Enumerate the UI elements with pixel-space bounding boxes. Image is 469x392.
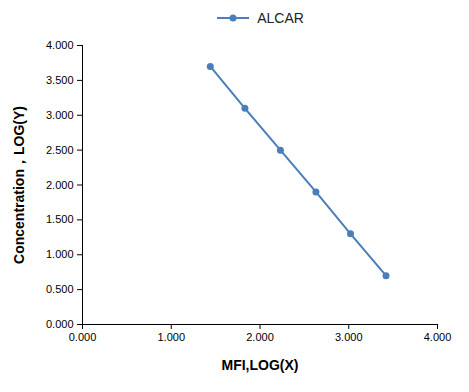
svg-text:Concentration，LOG(Y): Concentration，LOG(Y) xyxy=(11,106,27,264)
svg-text:2.500: 2.500 xyxy=(46,144,74,156)
svg-text:2.000: 2.000 xyxy=(246,331,274,343)
svg-text:1.500: 1.500 xyxy=(46,213,74,225)
svg-text:0.500: 0.500 xyxy=(46,283,74,295)
html-text:ALCAR: ALCAR xyxy=(257,9,304,26)
svg-text:0.000: 0.000 xyxy=(69,331,97,343)
svg-text:4.000: 4.000 xyxy=(424,331,452,343)
svg-text:2.000: 2.000 xyxy=(46,179,74,191)
svg-text:MFI,LOG(X): MFI,LOG(X) xyxy=(222,357,299,373)
svg-text:4.000: 4.000 xyxy=(46,39,74,51)
svg-text:1.000: 1.000 xyxy=(157,331,185,343)
svg-text:1.000: 1.000 xyxy=(46,248,74,260)
svg-text:3.000: 3.000 xyxy=(335,331,363,343)
svg-text:0.000: 0.000 xyxy=(46,318,74,330)
svg-text:3.500: 3.500 xyxy=(46,74,74,86)
svg-text:3.000: 3.000 xyxy=(46,109,74,121)
